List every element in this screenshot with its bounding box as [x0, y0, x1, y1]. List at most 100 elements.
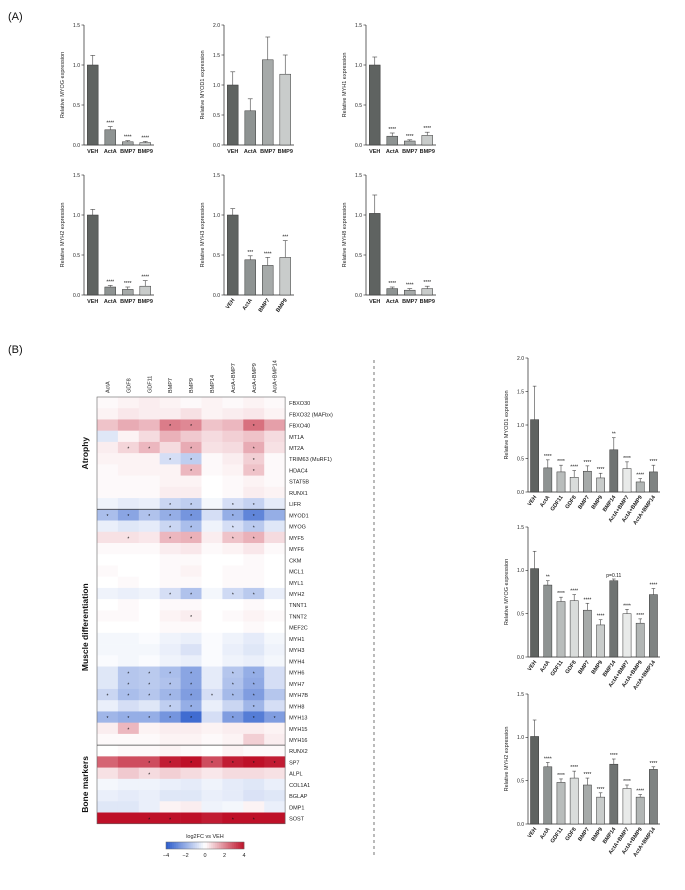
- legend-swatch: [179, 842, 182, 849]
- heatmap-row-label: MYH8: [289, 704, 304, 710]
- heatmap-cell: [159, 419, 181, 431]
- y-axis-label: Relative MYH8 expression: [342, 203, 348, 268]
- heatmap-row-label: ALPL: [289, 772, 302, 778]
- bar-chart-myh1_a: 0.0 0.5 1.0 1.5 Relative MYH1 expression VEH *…: [342, 23, 436, 155]
- heatmap-cell: [201, 430, 223, 443]
- legend-swatch: [185, 842, 188, 849]
- heatmap-cell: [117, 621, 140, 634]
- heatmap-cell: [138, 498, 160, 510]
- heatmap-cell: [264, 587, 286, 600]
- heatmap-star: *: [148, 447, 150, 453]
- heatmap-cell: [117, 733, 140, 746]
- heatmap-row-label: MEF2C: [289, 626, 308, 632]
- heatmap-column-label: BMP14: [210, 375, 216, 393]
- heatmap-cell: [97, 621, 119, 634]
- heatmap-cell: [138, 408, 160, 420]
- heatmap-cell: [180, 441, 202, 454]
- heatmap-star: *: [190, 705, 192, 711]
- y-axis-label: Relative MYH2 expression: [504, 727, 510, 792]
- heatmap-row-label: MYH1: [289, 637, 304, 643]
- heatmap-cell: [138, 419, 160, 431]
- heatmap-cell: [264, 756, 286, 768]
- heatmap-row-label: DMP1: [289, 805, 304, 811]
- bar-chart-myh8_a: 0.0 0.5 1.0 1.5 Relative MYH8 expression VEH *…: [342, 173, 436, 305]
- x-tick-label: ActA: [386, 149, 399, 155]
- bar-chart-myh2_b: 0.0 0.5 1.0 1.5 Relative MYH2 expression VEH *…: [504, 692, 660, 858]
- x-tick-label: ActA: [104, 149, 117, 155]
- heatmap-cell: [243, 745, 265, 757]
- significance-label: ****: [650, 761, 658, 767]
- heatmap-row-label: MT2A: [289, 446, 304, 452]
- heatmap-star: *: [232, 525, 234, 531]
- bar: [556, 782, 566, 825]
- heatmap-cell: [264, 621, 286, 634]
- legend-swatch: [201, 842, 204, 849]
- heatmap-cell: [159, 745, 181, 757]
- x-tick-label: VEH: [369, 299, 380, 305]
- heatmap-cell: [264, 453, 286, 465]
- heatmap-cell: [138, 677, 160, 690]
- heatmap-star: *: [190, 447, 192, 453]
- heatmap-row-label: MYF6: [289, 547, 304, 553]
- y-tick-label: 0.5: [355, 103, 362, 109]
- heatmap-cell: [138, 610, 160, 622]
- heatmap-cell: [222, 565, 244, 577]
- heatmap-cell: [222, 464, 244, 476]
- heatmap-star: *: [253, 761, 255, 767]
- heatmap-cell: [117, 722, 140, 735]
- heatmap-star: *: [190, 525, 192, 531]
- significance-label: ****: [388, 281, 396, 287]
- heatmap-star: *: [148, 716, 150, 722]
- heatmap-cell: [97, 812, 119, 825]
- heatmap-cell: [138, 441, 160, 454]
- significance-label: ****: [557, 591, 565, 597]
- y-tick-label: 1.5: [213, 173, 220, 179]
- legend-tick-label: −4: [163, 853, 169, 859]
- heatmap-cell: [117, 453, 140, 465]
- heatmap-star: *: [148, 817, 150, 823]
- heatmap-cell: [138, 599, 160, 611]
- heatmap-star: *: [148, 772, 150, 778]
- heatmap-cell: [201, 419, 223, 431]
- heatmap-star: *: [148, 694, 150, 700]
- heatmap-cell: [180, 632, 202, 645]
- heatmap-row-label: TRIM63 (MuRF1): [289, 457, 332, 463]
- heatmap-cell: [97, 554, 119, 566]
- significance-label: ****: [141, 135, 149, 141]
- heatmap-cell: [117, 599, 140, 611]
- heatmap-cell: [138, 430, 160, 443]
- significance-label: ****: [423, 126, 431, 132]
- heatmap-cell: [97, 509, 119, 521]
- heatmap-cell: [222, 397, 244, 409]
- legend-swatch: [183, 842, 186, 849]
- heatmap-star: *: [190, 694, 192, 700]
- bar: [104, 129, 116, 146]
- legend-swatch: [210, 842, 214, 849]
- heatmap-cell: [264, 486, 286, 499]
- heatmap-cell: [243, 666, 265, 679]
- heatmap-cell: [264, 565, 286, 577]
- heatmap-cell: [201, 542, 223, 555]
- heatmap-cell: [159, 655, 181, 667]
- heatmap-cell: [201, 688, 223, 701]
- significance-label: ****: [406, 134, 414, 140]
- heatmap-cell: [159, 408, 181, 420]
- heatmap-star: *: [169, 503, 171, 509]
- heatmap-cell: [117, 509, 140, 521]
- heatmap-cell: [97, 756, 119, 768]
- heatmap-cell: [180, 464, 202, 476]
- heatmap-cell: [264, 677, 286, 690]
- y-tick-label: 1.0: [355, 213, 362, 219]
- bar: [596, 624, 605, 658]
- significance-label: ****: [570, 765, 578, 771]
- heatmap-cell: [180, 812, 202, 825]
- y-tick-label: 1.5: [213, 53, 220, 59]
- heatmap-cell: [138, 688, 160, 701]
- heatmap-cell: [222, 745, 244, 757]
- heatmap-border: [96, 396, 286, 825]
- bar-chart-myod1_b: 0.0 0.5 1.0 1.5 2.0 Relative MYOD1 expression…: [504, 356, 660, 526]
- significance-label: ****: [406, 283, 414, 289]
- legend-swatch: [236, 842, 239, 849]
- bar: [596, 477, 605, 493]
- heatmap-cell: [117, 644, 140, 656]
